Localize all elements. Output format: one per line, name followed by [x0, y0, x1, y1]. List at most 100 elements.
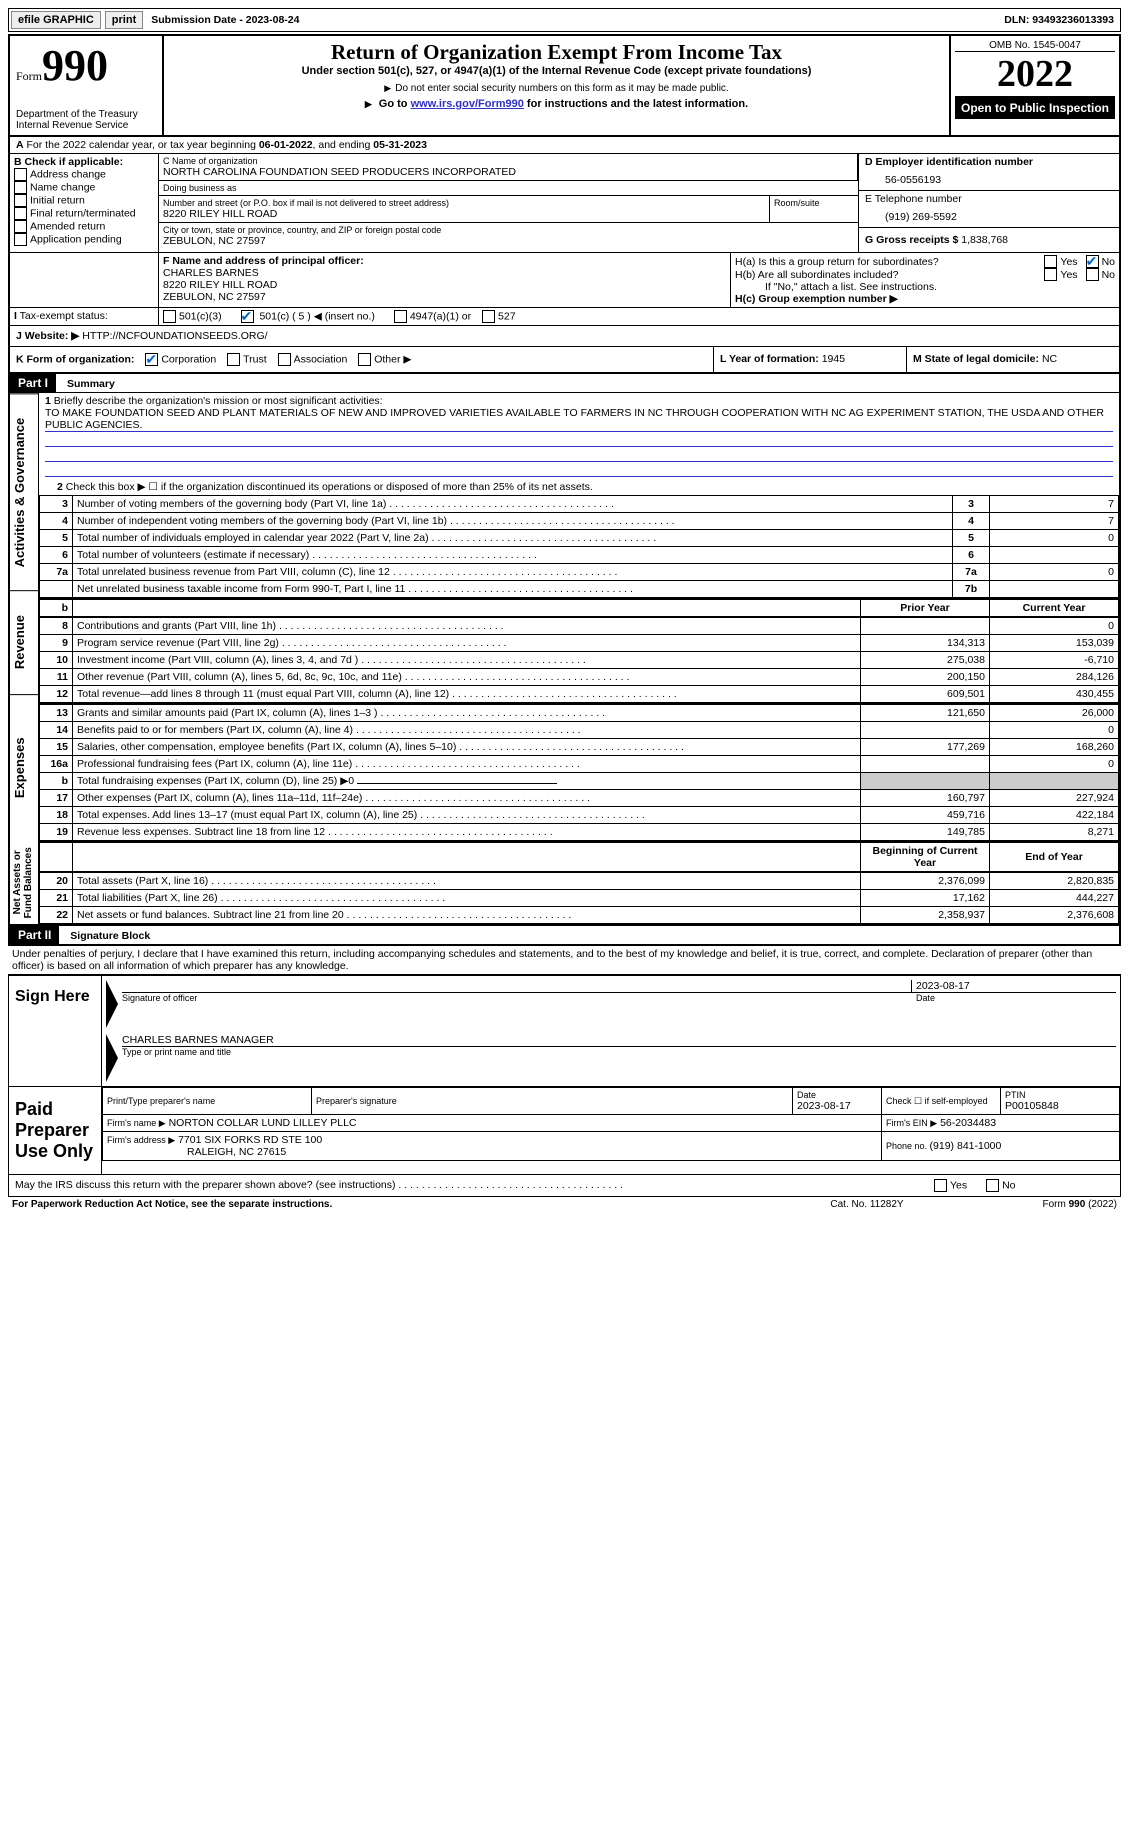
sign-here-block: Sign Here 2023-08-17 Signature of office… — [8, 975, 1121, 1087]
ha-no-checkbox[interactable] — [1086, 255, 1099, 268]
table-row: bTotal fundraising expenses (Part IX, co… — [40, 773, 1119, 790]
checkbox[interactable] — [14, 168, 27, 181]
table-row: 14Benefits paid to or for members (Part … — [40, 722, 1119, 739]
hb-no-checkbox[interactable] — [1086, 268, 1099, 281]
check-item: Final return/terminated — [14, 207, 154, 220]
table-row: 18Total expenses. Add lines 13–17 (must … — [40, 807, 1119, 824]
table-row: 11Other revenue (Part VIII, column (A), … — [40, 669, 1119, 686]
tax-exempt-row: I Tax-exempt status: 501(c)(3) 501(c) ( … — [8, 308, 1121, 326]
checkbox[interactable] — [14, 233, 27, 246]
paid-preparer-block: Paid Preparer Use Only Print/Type prepar… — [8, 1087, 1121, 1175]
name-arrow-icon — [106, 1034, 118, 1082]
phone-label: E Telephone number — [865, 193, 1113, 205]
line2-block: 2 Check this box ▶ ☐ if the organization… — [39, 479, 1119, 495]
ptin: P00105848 — [1005, 1100, 1115, 1112]
checkbox[interactable] — [14, 194, 27, 207]
section-labels-col: Activities & Governance Revenue Expenses… — [10, 393, 39, 924]
website-link[interactable]: HTTP://NCFOUNDATIONSEEDS.ORG/ — [82, 330, 267, 342]
table-row: 15Salaries, other compensation, employee… — [40, 739, 1119, 756]
penalties-text: Under penalties of perjury, I declare th… — [8, 946, 1121, 975]
ha-yes-checkbox[interactable] — [1044, 255, 1057, 268]
paid-preparer-label: Paid Preparer Use Only — [9, 1087, 102, 1174]
website-row: J Website: ▶ HTTP://NCFOUNDATIONSEEDS.OR… — [8, 326, 1121, 347]
net-assets-table: 20Total assets (Part X, line 16)2,376,09… — [39, 872, 1119, 924]
room-label: Room/suite — [774, 198, 854, 208]
form-title: Return of Organization Exempt From Incom… — [168, 40, 945, 65]
hc-label: H(c) Group exemption number ▶ — [735, 293, 898, 305]
org-info-block: B Check if applicable: Address changeNam… — [8, 154, 1121, 253]
checkbox[interactable] — [14, 207, 27, 220]
gross-receipts-label: G Gross receipts $ — [865, 234, 961, 246]
firm-addr2: RALEIGH, NC 27615 — [107, 1146, 877, 1158]
sig-officer-label: Signature of officer — [122, 993, 912, 1003]
discuss-no-checkbox[interactable] — [986, 1179, 999, 1192]
check-item: Address change — [14, 168, 154, 181]
check-item: Amended return — [14, 220, 154, 233]
other-checkbox[interactable] — [358, 353, 371, 366]
officer-group-block: F Name and address of principal officer:… — [8, 253, 1121, 308]
goto-link: Go to www.irs.gov/Form990 for instructio… — [168, 98, 945, 110]
table-row: 17Other expenses (Part IX, column (A), l… — [40, 790, 1119, 807]
part1-header-row: Part I Summary — [8, 374, 1121, 393]
net-section-label: Net Assets or Fund Balances — [10, 841, 38, 924]
hb-yes-checkbox[interactable] — [1044, 268, 1057, 281]
table-row: 6Total number of volunteers (estimate if… — [40, 547, 1119, 564]
current-year-header: Current Year — [990, 599, 1119, 617]
checkbox[interactable] — [14, 220, 27, 233]
firm-ein: 56-2034483 — [940, 1117, 996, 1129]
part2-label: Part II — [10, 926, 59, 944]
summary-table: Activities & Governance Revenue Expenses… — [8, 393, 1121, 926]
check-item: Name change — [14, 181, 154, 194]
org-name: NORTH CAROLINA FOUNDATION SEED PRODUCERS… — [163, 166, 853, 178]
part2-header-row: Part II Signature Block — [8, 926, 1121, 946]
addr-label: Number and street (or P.O. box if mail i… — [163, 198, 765, 208]
print-button[interactable]: print — [105, 11, 143, 29]
table-row: 20Total assets (Part X, line 16)2,376,09… — [40, 873, 1119, 890]
expenses-table: 13Grants and similar amounts paid (Part … — [39, 703, 1119, 841]
irs-gov-link[interactable]: www.irs.gov/Form990 — [411, 98, 524, 110]
footer-mid: Cat. No. 11282Y — [767, 1199, 967, 1210]
section-b-label: B Check if applicable: — [14, 156, 123, 168]
line1-block: 1 Briefly describe the organization's mi… — [39, 393, 1119, 479]
ssn-note: Do not enter social security numbers on … — [168, 83, 945, 94]
officer-addr: 8220 RILEY HILL ROAD — [163, 279, 726, 291]
year-header-row: b Prior Year Current Year — [39, 598, 1119, 617]
hb-note: If "No," attach a list. See instructions… — [735, 281, 1115, 293]
firm-addr1: 7701 SIX FORKS RD STE 100 — [178, 1134, 322, 1146]
firm-phone: (919) 841-1000 — [930, 1140, 1002, 1152]
table-row: Net unrelated business taxable income fr… — [40, 581, 1119, 598]
4947-checkbox[interactable] — [394, 310, 407, 323]
governance-table: 3Number of voting members of the governi… — [39, 495, 1119, 598]
dba-label: Doing business as — [163, 183, 854, 193]
corp-checkbox[interactable] — [145, 353, 158, 366]
527-checkbox[interactable] — [482, 310, 495, 323]
form-number: Form990 — [16, 40, 156, 91]
ha-label: H(a) Is this a group return for subordin… — [735, 256, 1044, 268]
sign-here-label: Sign Here — [9, 976, 102, 1086]
discuss-yes-checkbox[interactable] — [934, 1179, 947, 1192]
501c-checkbox[interactable] — [241, 310, 254, 323]
501c3-checkbox[interactable] — [163, 310, 176, 323]
end-year-header: End of Year — [990, 842, 1119, 872]
assoc-checkbox[interactable] — [278, 353, 291, 366]
trust-checkbox[interactable] — [227, 353, 240, 366]
page-footer: For Paperwork Reduction Act Notice, see … — [8, 1197, 1121, 1212]
city-label: City or town, state or province, country… — [163, 225, 854, 235]
table-row: 8Contributions and grants (Part VIII, li… — [40, 618, 1119, 635]
sign-date: 2023-08-17 — [911, 980, 1116, 992]
efile-button[interactable]: efile GRAPHIC — [11, 11, 101, 29]
mission-text: TO MAKE FOUNDATION SEED AND PLANT MATERI… — [45, 407, 1113, 432]
check-item: Application pending — [14, 233, 154, 246]
table-row: 21Total liabilities (Part X, line 26)17,… — [40, 890, 1119, 907]
part2-title: Signature Block — [62, 930, 150, 942]
omb-number: OMB No. 1545-0047 — [955, 40, 1115, 51]
officer-label: F Name and address of principal officer: — [163, 255, 364, 267]
signature-arrow-icon — [106, 980, 118, 1028]
irs-label: Internal Revenue Service — [16, 120, 156, 131]
checkbox[interactable] — [14, 181, 27, 194]
ein-value: 56-0556193 — [865, 168, 1113, 188]
org-address: 8220 RILEY HILL ROAD — [163, 208, 765, 220]
table-row: 16aProfessional fundraising fees (Part I… — [40, 756, 1119, 773]
treasury-dept: Department of the Treasury — [16, 109, 156, 120]
exp-section-label: Expenses — [10, 694, 38, 841]
